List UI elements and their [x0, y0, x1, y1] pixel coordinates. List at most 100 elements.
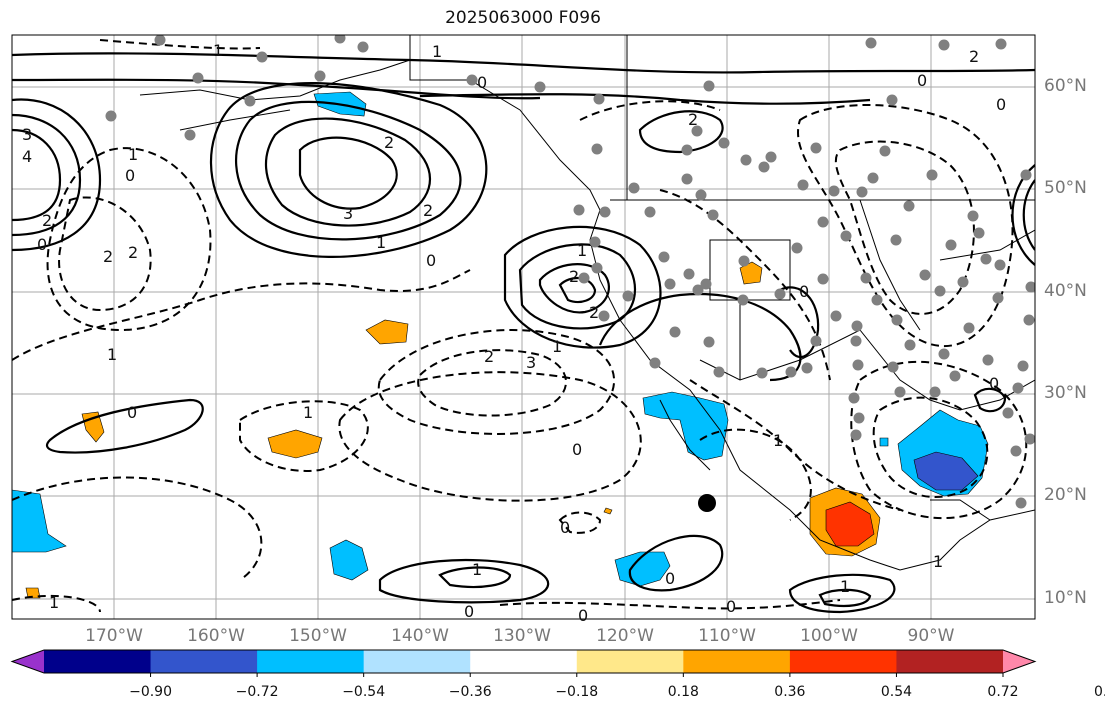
contour-line [12, 128, 62, 222]
shaded-anomalies [12, 91, 989, 599]
contour-label: 2 [384, 133, 394, 152]
contour-line [689, 379, 901, 511]
shade-blue [614, 551, 671, 587]
contour-label: 1 [432, 42, 442, 61]
contour-label: 2 [42, 211, 52, 230]
colorbar-swatch [789, 650, 897, 673]
colorbar-tick-label: 0.18 [667, 684, 699, 700]
shade-blue [12, 489, 67, 553]
contour-line [538, 263, 611, 314]
contour-label: 1 [107, 345, 117, 364]
contour-label: 2 [969, 47, 979, 66]
colorbar-tick-label: −0.54 [342, 684, 386, 700]
contour-label: 1 [577, 241, 587, 260]
contour-line [518, 243, 637, 330]
map-frame [11, 34, 1036, 620]
contour-label: 2 [423, 201, 433, 220]
colorbar-extend-low [12, 650, 44, 673]
colorbar-swatch [576, 650, 684, 673]
location-marker [698, 494, 716, 512]
contour-line [818, 588, 872, 607]
lon-label: 150°W [289, 626, 347, 646]
map-title: 2025063000 F096 [445, 8, 601, 28]
lon-label: 130°W [493, 626, 551, 646]
contour-label: 1 [49, 593, 59, 612]
contour-label: 1 [213, 41, 223, 60]
contour-line [558, 511, 602, 534]
colorbar-tick-label: −0.90 [129, 684, 172, 700]
colorbar-outline [10, 649, 1037, 674]
contour-label: 0 [477, 73, 487, 92]
contour-line [973, 387, 1007, 413]
contour-line [1022, 179, 1035, 251]
colorbar-tick-label: −0.72 [235, 684, 279, 700]
map-background [12, 35, 1035, 619]
lon-label: 160°W [187, 626, 245, 646]
colorbar-tick-label: 0.90 [1093, 684, 1105, 700]
contour-label: 0 [572, 440, 582, 459]
contour-line [788, 573, 896, 614]
shade-orange [365, 319, 409, 345]
shade-orange [25, 587, 41, 599]
coastlines [139, 35, 1035, 571]
shade-orange [267, 429, 323, 459]
colorbar-tick-label: −0.36 [448, 684, 492, 700]
contour-line [378, 558, 550, 604]
contour-label: 0 [464, 602, 474, 621]
colorbar [10, 649, 1037, 677]
contour-label: 4 [22, 147, 32, 166]
contour-line [99, 39, 261, 50]
contour-line [12, 78, 541, 100]
shade-blue [879, 437, 889, 447]
contour-label: 0 [560, 518, 570, 537]
contour-label: 0 [989, 374, 999, 393]
contour-line [58, 196, 152, 312]
contour-line [417, 349, 567, 417]
lat-label: 20°N [1044, 485, 1087, 505]
colorbar-swatch [470, 650, 578, 673]
colorbar-swatch [257, 650, 365, 673]
colorbar-swatch [683, 650, 791, 673]
contour-line [12, 594, 101, 613]
contour-label: 1 [933, 552, 943, 571]
shade-orange [603, 507, 613, 515]
contour-label: 1 [472, 560, 482, 579]
contour-line [628, 534, 724, 592]
colorbar-tick-label: 0.54 [880, 684, 913, 700]
contour-line [377, 329, 616, 435]
lon-label: 140°W [391, 626, 449, 646]
colorbar-tick-label: 0.36 [774, 684, 806, 700]
colorbar-swatch [363, 650, 471, 673]
contour-label: 2 [589, 303, 599, 322]
lon-label: 90°W [907, 626, 955, 646]
contour-label: 0 [996, 95, 1006, 114]
contour-label: 0 [799, 282, 809, 301]
colorbar-tick-label: −0.18 [555, 684, 599, 700]
lon-label: 100°W [800, 626, 858, 646]
contour-label: 1 [773, 431, 783, 450]
lon-label: 110°W [698, 626, 756, 646]
contour-label: 3 [526, 353, 536, 372]
contour-label: 0 [578, 606, 588, 625]
contour-label: 1 [128, 145, 138, 164]
contour-label: 0 [917, 71, 927, 90]
contour-line [579, 100, 721, 121]
contour-label: 2 [569, 267, 579, 286]
lat-label: 30°N [1044, 383, 1087, 403]
contour-label: 1 [376, 233, 386, 252]
contour-label: 3 [343, 204, 353, 223]
lat-label: 50°N [1044, 178, 1087, 198]
shade-red [825, 501, 875, 547]
contour-line [338, 371, 642, 502]
contour-line [558, 277, 597, 304]
contour-label: 0 [37, 235, 47, 254]
contour-label: 2 [484, 347, 494, 366]
contour-line [209, 82, 488, 258]
contour-line [234, 100, 462, 241]
contour-line [850, 360, 1028, 520]
colorbar-swatch [896, 650, 1004, 673]
contour-line [797, 104, 1014, 347]
lat-label: 60°N [1044, 76, 1087, 96]
contour-line [12, 476, 263, 581]
